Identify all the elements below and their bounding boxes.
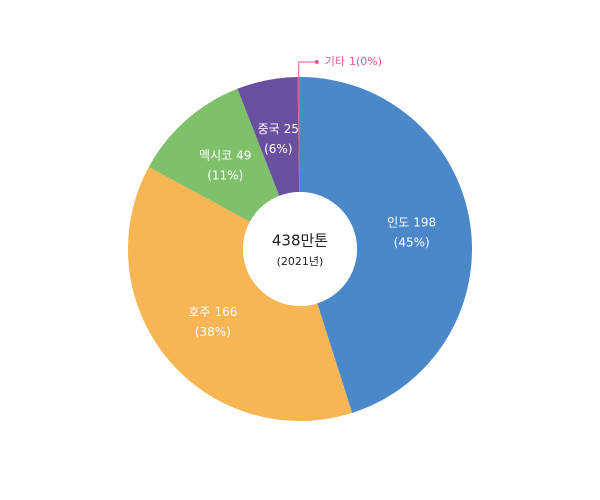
slice [297,77,300,193]
value-label: 25 [284,122,299,136]
value-label: 1 [349,55,356,68]
slice [148,88,280,222]
share-label: (45%) [394,235,430,249]
slice [237,77,300,196]
slice-label: 기타 1(0%) [325,55,382,68]
leader-dot [314,60,319,65]
slice-label: 중국 25 (6%) [258,122,299,156]
category-label: 기타 [325,55,345,68]
slice-label: 호주 166 (38%) [188,304,237,338]
donut-hole [243,192,357,306]
category-label: 중국 [258,122,280,136]
share-label: (0%) [356,55,382,68]
category-label: 호주 [188,304,210,318]
share-label: (11%) [207,168,243,182]
category-label: 인도 [387,215,409,229]
value-label: 49 [236,148,251,162]
slice [300,77,473,413]
value-label: 198 [413,215,436,229]
category-label: 멕시코 [199,148,232,162]
slice-label: 인도 198 (45%) [387,215,436,249]
center-sublabel: (2021년) [277,255,324,268]
share-label: (6%) [264,142,292,156]
slice [127,166,353,421]
center-label: 438만톤 [272,232,328,250]
value-label: 166 [214,304,237,318]
leader-line [298,61,317,78]
share-label: (38%) [195,324,231,338]
slice-label: 멕시코 49 (11%) [199,148,251,182]
